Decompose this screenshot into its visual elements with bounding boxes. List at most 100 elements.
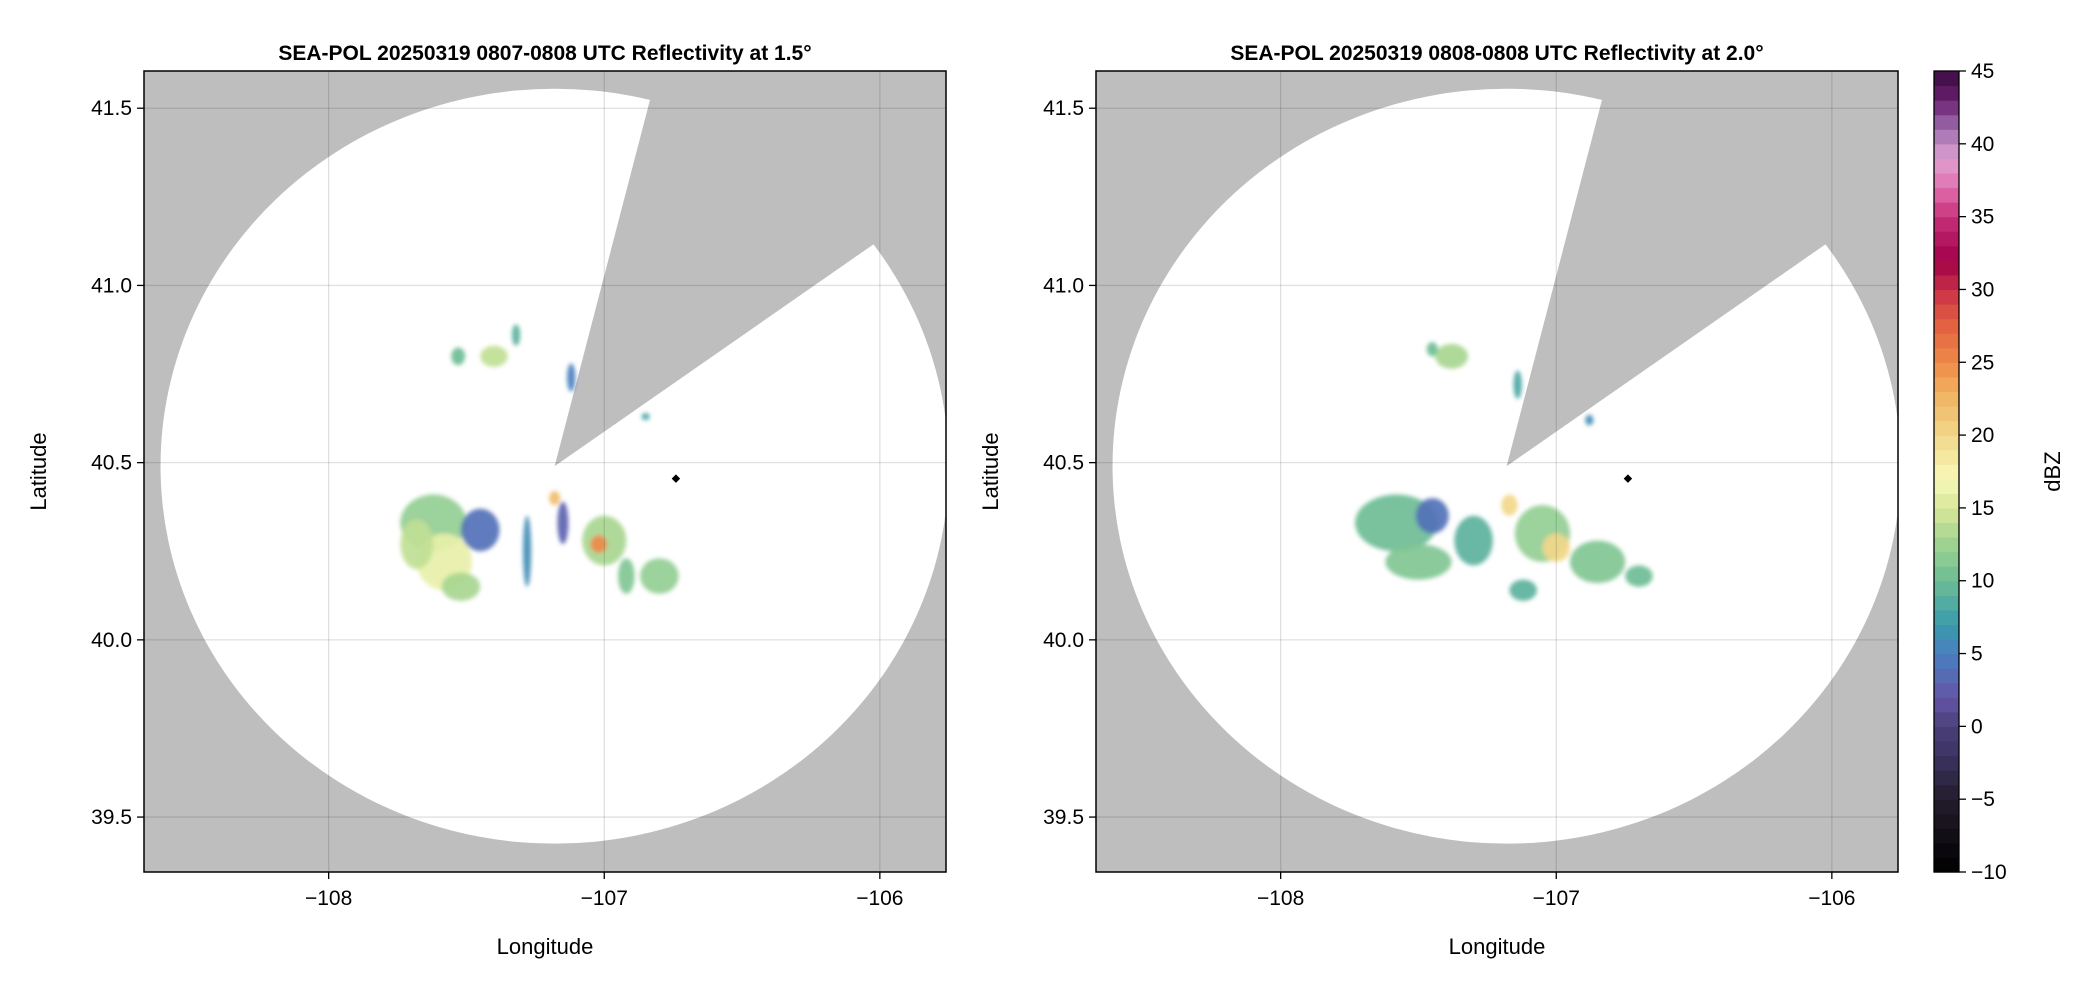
colorbar-bin [1934,187,1959,203]
colorbar-tick-label: 30 [1971,278,1994,301]
y-tick-label: 39.5 [1043,806,1084,829]
echoes [400,324,679,601]
colorbar: −10 −5 0 5 10 15 20 25 30 35 40 45 dBZ [1933,60,2065,884]
colorbar-bin [1934,129,1959,145]
reflectivity-echo [511,324,521,346]
colorbar-bin [1934,493,1959,509]
colorbar-bin [1934,391,1959,407]
y-tick-label: 40.5 [1043,452,1084,475]
colorbar-tick-label: 0 [1971,715,1983,738]
colorbar-bin [1934,857,1959,873]
y-axis-label: Latitude [26,432,51,510]
colorbar-bin [1934,828,1959,844]
colorbar-bin [1934,362,1959,378]
y-tick-label: 41.0 [1043,274,1084,297]
colorbar-bin [1934,609,1959,626]
plot-area [144,71,946,872]
colorbar-tick-label: 35 [1971,206,1994,229]
reflectivity-echo [1501,494,1518,516]
x-tick-label: −108 [305,887,352,910]
colorbar-bin [1934,522,1959,538]
y-tick-label: 40.0 [91,629,132,652]
x-tick-label: −106 [1808,887,1855,910]
colorbar-bin [1934,85,1959,101]
x-tick-label: −107 [1533,887,1580,910]
x-tick-label: −108 [1257,887,1304,910]
reflectivity-echo [1625,565,1653,587]
colorbar-bin [1934,638,1959,655]
left-radar-panel: −108 −107 −106 39.5 40.0 40.5 41.0 41.5 SEA-POL … [26,42,947,959]
axes-frame [1095,70,1899,873]
reflectivity-echo [1434,343,1469,369]
colorbar-bin [1934,289,1959,305]
reflectivity-echo [1570,540,1626,584]
colorbar-tick-label: 15 [1971,497,1994,520]
colorbar-bin [1934,172,1959,189]
reflectivity-echo [522,515,532,587]
y-tick-label: 39.5 [91,806,132,829]
colorbar-bin [1934,420,1959,436]
colorbar-bin [1934,740,1959,757]
colorbar-bin [1934,668,1959,684]
x-axis-label: Longitude [497,934,594,959]
colorbar-bin [1934,158,1959,174]
x-tick-label: −107 [581,887,628,910]
colorbar-bin [1934,347,1959,363]
reflectivity-echo [1509,579,1537,601]
colorbar-bin [1934,697,1959,713]
colorbar-bin [1934,726,1959,742]
reflectivity-echo [460,508,500,552]
echoes [1355,342,1653,601]
reflectivity-echo [480,345,508,367]
reflectivity-echo [618,558,635,594]
colorbar-bin [1934,216,1959,232]
colorbar-bin [1934,318,1959,334]
y-tick-label: 40.0 [1043,629,1084,652]
reflectivity-echo [640,558,679,594]
colorbar-bin [1934,405,1959,422]
colorbar-bin [1934,595,1959,611]
reflectivity-echo [1385,544,1452,580]
colorbar-bin [1934,653,1959,669]
reflectivity-echo [451,347,466,366]
colorbar-bin [1934,784,1959,800]
site-marker [671,474,681,483]
colorbar-tick-label: 5 [1971,643,1983,666]
reflectivity-echo [567,363,576,392]
y-tick-label: 41.0 [91,274,132,297]
colorbar-bin [1934,202,1959,218]
reflectivity-echo [557,501,569,545]
colorbar-bin [1934,245,1959,261]
colorbar-tick-label: 25 [1971,351,1994,374]
colorbar-bin [1934,333,1959,349]
reflectivity-echo [1355,494,1438,552]
y-axis-label: Latitude [978,432,1003,510]
axes-frame [143,70,947,873]
reflectivity-echo [441,572,481,601]
colorbar-bin [1934,376,1959,392]
colorbar-bin [1934,260,1959,276]
reflectivity-echo [400,519,434,569]
colorbar-bin [1934,580,1959,596]
colorbar-bin [1934,464,1959,480]
site-marker [1623,474,1633,483]
colorbar-bin [1934,143,1959,159]
colorbar-tick-label: 10 [1971,570,1994,593]
blocked-sector [554,71,946,467]
y-tick-label: 41.5 [1043,97,1084,120]
colorbar-bin [1934,304,1959,320]
colorbar-label: dBZ [2040,451,2065,491]
colorbar-bin [1934,449,1959,465]
panel-title: SEA-POL 20250319 0808-0808 UTC Reflectiv… [1230,42,1763,65]
colorbar-bin [1934,682,1959,698]
colorbar-tick-label: 40 [1971,133,1994,156]
reflectivity-echo [1542,533,1571,562]
reflectivity-echo [1415,498,1449,534]
x-tick-label: −106 [856,887,903,910]
colorbar-bin [1934,711,1959,727]
colorbar-tick-label: −5 [1971,788,1995,811]
reflectivity-echo [1454,515,1493,566]
plot-area [1096,71,1898,872]
colorbar-frame [1933,70,1960,873]
